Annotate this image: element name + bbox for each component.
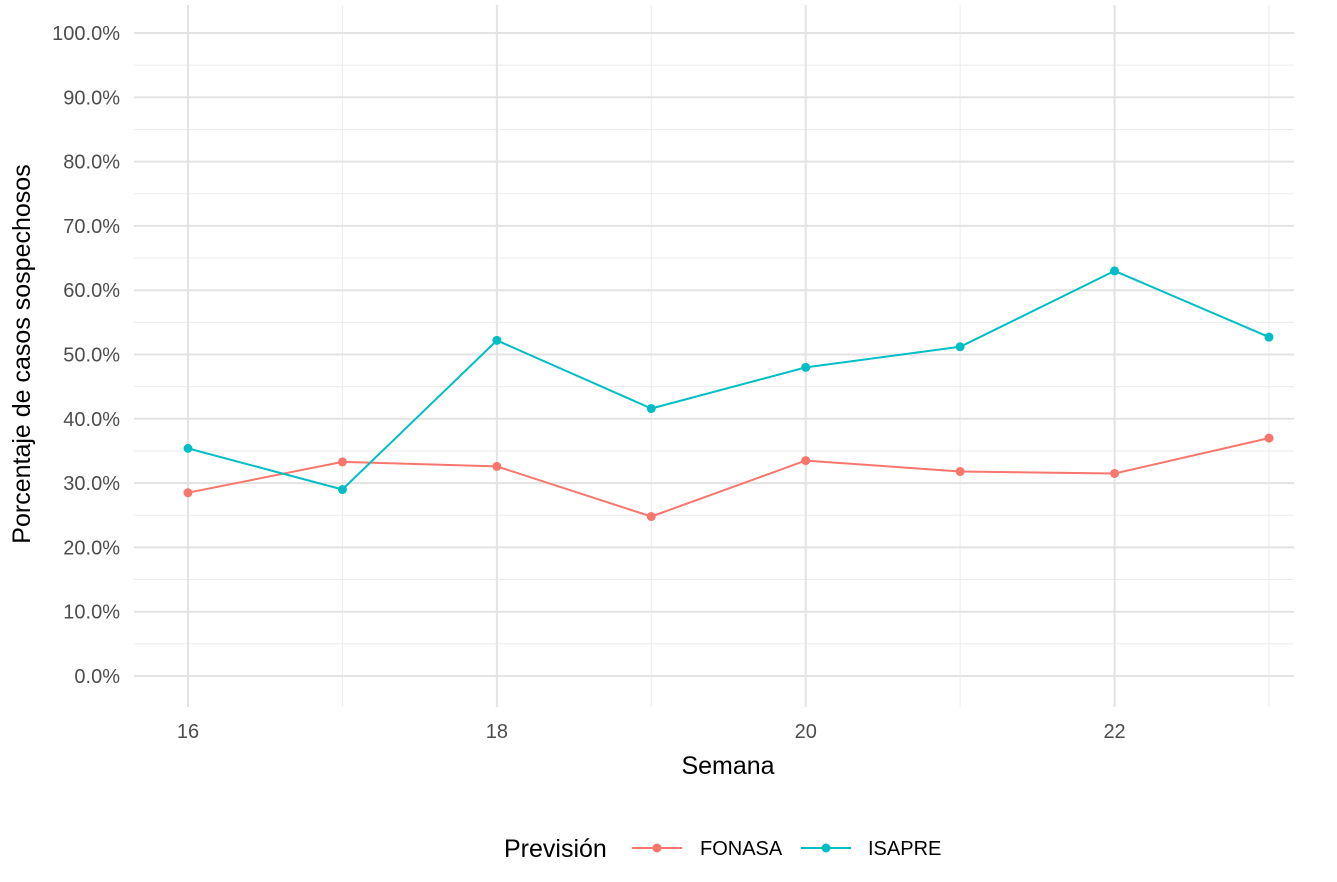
y-axis-title: Porcentaje de casos sospechosos [8,164,36,543]
y-tick-label: 90.0% [63,87,120,109]
data-point-fonasa [492,461,502,471]
series-line-isapre [187,269,1270,491]
legend-title: Previsión [504,835,607,863]
data-point-isapre [646,404,656,414]
data-point-isapre [801,362,811,372]
legend-item-isapre: ISAPRE [801,838,941,860]
series-fonasa [183,433,1274,522]
data-point-fonasa [183,488,193,498]
series-line-fonasa [187,437,1270,518]
data-point-fonasa [337,457,347,467]
grid-minor [134,5,1294,707]
data-point-isapre [1264,332,1274,342]
y-tick-label: 0.0% [74,666,120,688]
y-axis-tick-labels: 0.0% 10.0% 20.0% 30.0% 40.0% 50.0% 60.0% 70.0% 8… [52,23,120,688]
legend: Previsión FONASA ISAPRE [504,835,941,863]
data-point-isapre [183,443,193,453]
data-point-isapre [1110,266,1120,276]
x-tick-label: 22 [1103,721,1125,743]
series-layer [183,266,1274,522]
legend-label-fonasa: FONASA [700,838,783,860]
data-point-fonasa [1264,433,1274,443]
data-point-isapre [337,485,347,495]
x-tick-label: 16 [177,721,199,743]
legend-label-isapre: ISAPRE [868,838,941,860]
legend-key-point-fonasa [652,843,662,853]
y-tick-label: 10.0% [63,602,120,624]
x-tick-label: 18 [486,721,508,743]
y-tick-label: 100.0% [52,23,120,45]
y-tick-label: 30.0% [63,473,120,495]
data-point-fonasa [801,456,811,466]
x-axis-title: Semana [681,752,774,780]
legend-key-point-isapre [821,843,831,853]
y-tick-label: 80.0% [63,152,120,174]
y-tick-label: 60.0% [63,280,120,302]
y-tick-label: 20.0% [63,537,120,559]
x-tick-label: 20 [795,721,817,743]
data-point-fonasa [955,467,965,477]
x-axis-tick-labels: 16 18 20 22 [177,721,1126,743]
y-tick-label: 70.0% [63,216,120,238]
data-point-fonasa [646,512,656,522]
y-tick-label: 50.0% [63,345,120,367]
data-point-isapre [955,342,965,352]
grid-major [134,5,1294,707]
y-tick-label: 40.0% [63,409,120,431]
data-point-isapre [492,335,502,345]
series-isapre [183,266,1274,495]
data-point-fonasa [1110,468,1120,478]
legend-item-fonasa: FONASA [632,838,783,860]
